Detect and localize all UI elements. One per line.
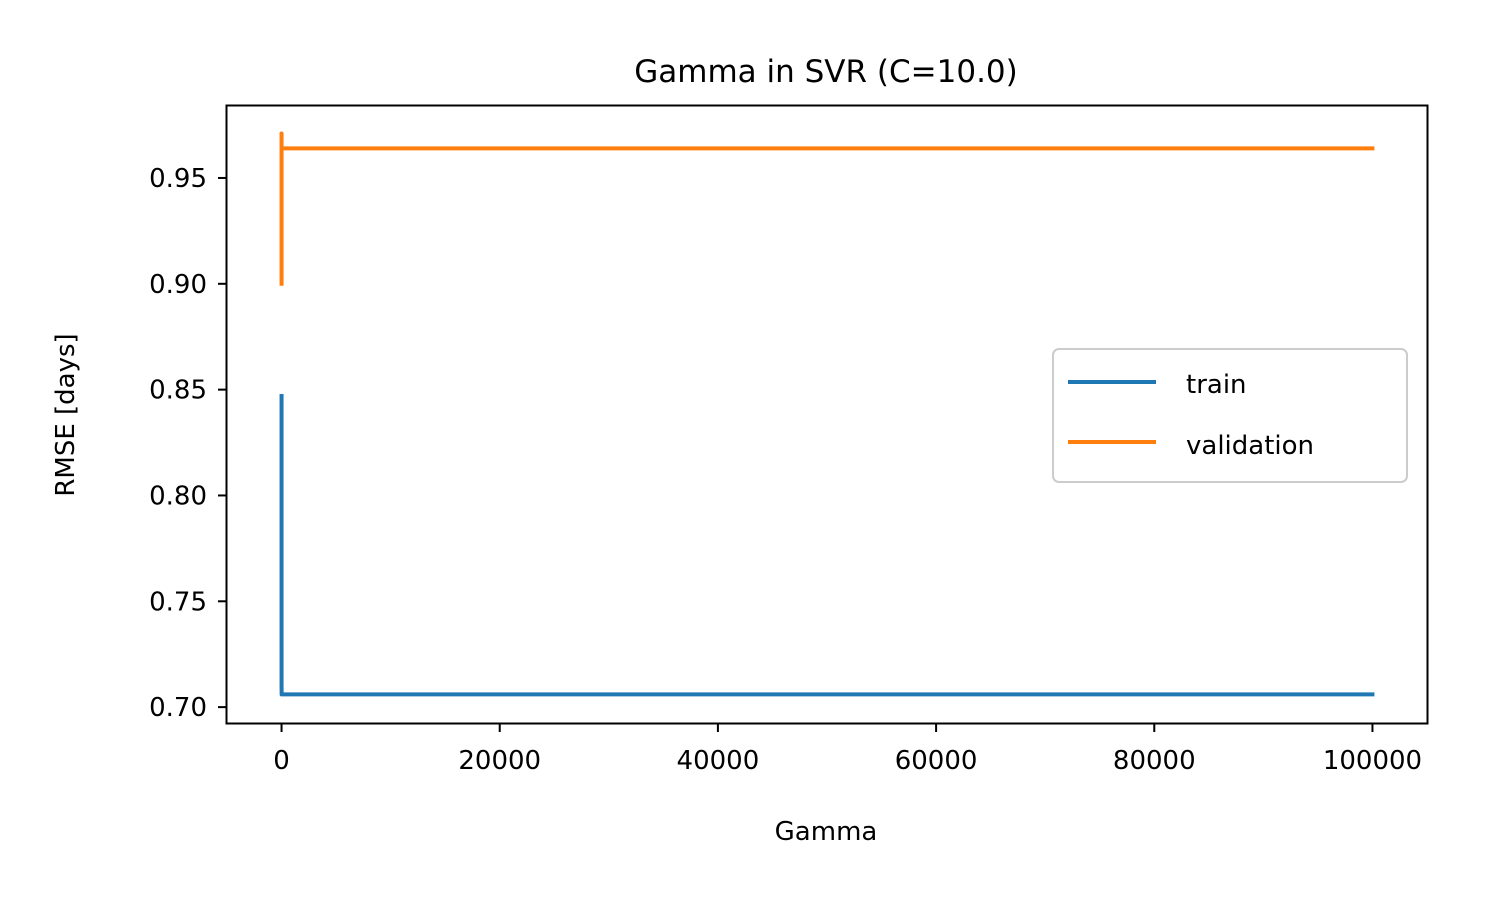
legend-label-train: train — [1186, 370, 1247, 400]
legend: train validation — [1052, 348, 1408, 483]
y-tick-label: 0.90 — [149, 270, 207, 300]
y-tick-label: 0.80 — [149, 481, 207, 511]
series-line-validation — [279, 131, 1375, 286]
y-axis-ticks: 0.70 0.75 0.80 0.85 0.90 0.95 — [149, 164, 227, 723]
legend-box — [1052, 348, 1408, 483]
x-tick-label: 40000 — [677, 746, 760, 776]
series-line-train — [279, 393, 1375, 697]
x-tick-label: 80000 — [1113, 746, 1196, 776]
y-tick-label: 0.75 — [149, 587, 207, 617]
x-axis-ticks: 0 20000 40000 60000 80000 100000 — [273, 723, 1422, 776]
x-tick-label: 20000 — [458, 746, 541, 776]
chart-title: Gamma in SVR (C=10.0) — [634, 54, 1018, 90]
x-tick-label: 100000 — [1323, 746, 1422, 776]
plot-frame — [225, 104, 1429, 725]
y-tick-label: 0.70 — [149, 693, 207, 723]
legend-label-validation: validation — [1186, 431, 1314, 461]
y-axis-label: RMSE [days] — [51, 333, 81, 496]
series-layer — [279, 131, 1375, 697]
y-tick-label: 0.85 — [149, 376, 207, 406]
x-tick-label: 60000 — [895, 746, 978, 776]
x-tick-label: 0 — [273, 746, 290, 776]
y-tick-label: 0.95 — [149, 164, 207, 194]
x-axis-label: Gamma — [775, 817, 878, 847]
